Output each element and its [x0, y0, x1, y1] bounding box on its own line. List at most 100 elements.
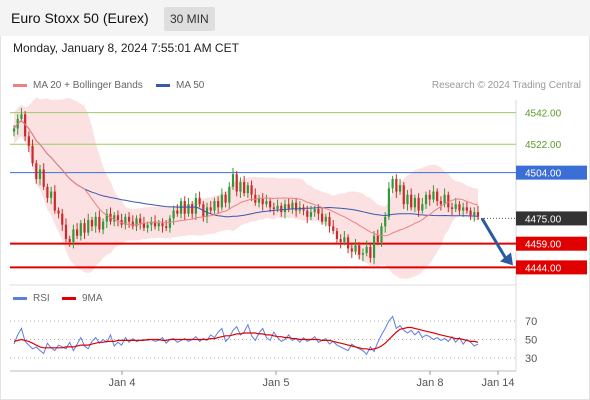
legend-rsi: RSI [13, 293, 50, 304]
candle-body [27, 136, 30, 146]
candle-body [127, 216, 131, 222]
candle-body [139, 218, 142, 224]
legend-ma20: MA 20 + Bollinger Bands [13, 80, 143, 91]
candle-body [450, 207, 454, 209]
candle-body [35, 163, 38, 179]
candle-body [413, 197, 416, 208]
candle-body [432, 191, 435, 200]
candle-body [320, 213, 324, 222]
level-label: 4444.00 [525, 263, 562, 274]
candle-body [343, 237, 346, 243]
candle-body [165, 226, 168, 228]
candle-body [361, 253, 365, 255]
candle-body [465, 207, 468, 211]
ma50-line [13, 119, 479, 218]
level-tag [516, 260, 587, 275]
candle-body [198, 197, 201, 205]
timeframe-button[interactable]: 30 MIN [164, 7, 215, 31]
candle-body [458, 204, 461, 211]
candle-body [410, 194, 413, 208]
candle-body [135, 218, 138, 227]
candle-body [350, 248, 353, 252]
rsi-line [13, 315, 479, 356]
candle-body [276, 205, 279, 209]
candle-body [469, 210, 472, 216]
candle-body [376, 235, 379, 243]
header-bar [0, 0, 590, 36]
candle-body [235, 174, 238, 192]
rsi-level-label: 70 [525, 316, 537, 328]
research-credit: Research © 2024 Trading Central [431, 80, 581, 91]
timestamp: Monday, January 8, 2024 7:55:01 AM CET [13, 41, 239, 55]
candle-body [53, 191, 56, 211]
current-price-tag [516, 211, 587, 226]
candle-body [306, 210, 309, 217]
candles-layer [12, 107, 480, 265]
candle-body [90, 220, 94, 227]
candle-body [46, 186, 49, 198]
candle-body [291, 202, 294, 209]
candle-body [421, 204, 424, 211]
x-tick-label: Jan 5 [263, 377, 290, 389]
legend-9ma-swatch [62, 296, 76, 300]
x-tick-label: Jan 14 [481, 377, 514, 389]
candle-body [217, 201, 220, 208]
candle-body [372, 235, 376, 258]
forecast-arrow-head [500, 252, 513, 266]
candle-body [228, 186, 231, 203]
candle-body [243, 182, 246, 194]
legend-ma50-label: MA 50 [176, 80, 205, 91]
candle-body [194, 197, 197, 214]
candle-body [272, 207, 275, 209]
legend-rsi-swatch [13, 296, 27, 300]
candle-body [239, 182, 242, 192]
candle-body [387, 188, 391, 217]
candle-body [176, 210, 179, 214]
candle-body [168, 218, 172, 228]
candle-body [254, 194, 257, 203]
candle-body [454, 204, 457, 209]
legend-ma50: MA 50 [156, 80, 204, 91]
candle-body [269, 201, 272, 208]
candle-body [161, 223, 164, 227]
candle-body [79, 223, 82, 236]
candle-body [324, 216, 327, 222]
candle-body [309, 212, 313, 217]
candle-body [231, 174, 235, 187]
candle-body [131, 221, 134, 227]
candle-body [443, 194, 446, 205]
candle-body [287, 204, 290, 209]
candle-body [220, 194, 223, 208]
candle-body [101, 221, 105, 230]
candle-body [20, 114, 23, 119]
candle-body [64, 224, 68, 239]
instrument-title: Euro Stoxx 50 (Eurex) [11, 10, 149, 26]
level-label: 4522.00 [525, 140, 562, 151]
level-tag [516, 165, 587, 180]
candle-body [142, 223, 146, 228]
bollinger-layer [14, 97, 478, 279]
level-tag [516, 236, 587, 251]
candle-body [317, 208, 320, 214]
candle-body [224, 194, 227, 203]
candle-body [280, 205, 283, 213]
candle-body [462, 207, 465, 211]
candle-body [295, 202, 298, 211]
candle-body [246, 185, 249, 194]
candle-body [72, 229, 75, 243]
candle-body [42, 169, 45, 187]
candle-body [83, 223, 86, 233]
candle-body [346, 237, 350, 249]
candle-body [250, 185, 253, 195]
candle-body [124, 216, 127, 225]
ma20-line [13, 119, 479, 237]
candle-body [380, 226, 383, 243]
candle-body [313, 208, 316, 213]
candle-body [146, 224, 149, 228]
candle-body [439, 201, 442, 205]
candle-body [358, 245, 361, 255]
candle-body [391, 178, 394, 189]
candle-body [87, 220, 90, 233]
candle-body [150, 221, 153, 225]
